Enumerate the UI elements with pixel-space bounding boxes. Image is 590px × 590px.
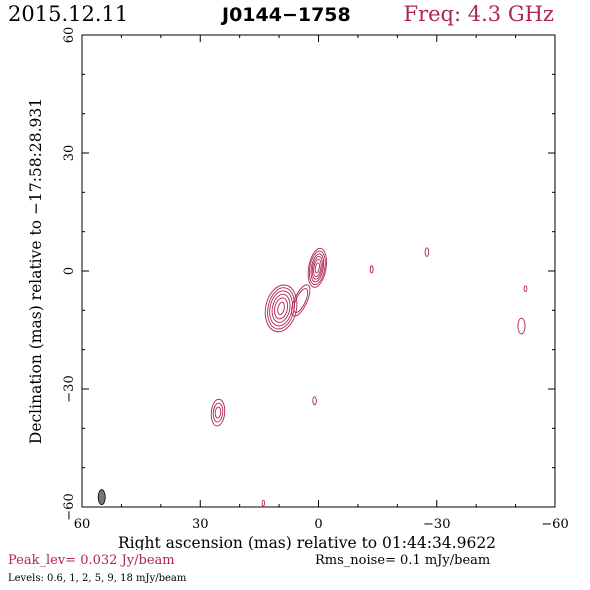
- x-tick-label: 60: [74, 517, 91, 532]
- source-name: J0144−1758: [222, 4, 351, 26]
- frequency-label: Freq: 4.3 GHz: [404, 2, 554, 26]
- contour-blob-b: [369, 265, 374, 274]
- contour-levels-values: 0.6, 1, 2, 5, 9, 18 mJy/beam: [47, 573, 187, 584]
- epoch-date: 2015.12.11: [8, 2, 129, 26]
- y-axis-label: Declination (mas) relative to −17:58:28.…: [27, 98, 45, 444]
- contour-jet-inner: [277, 301, 285, 316]
- contour-blob-a: [424, 247, 430, 257]
- contour-jet-inner: [264, 284, 298, 333]
- contour-jet-inner: [267, 287, 295, 330]
- contour-core: [308, 250, 326, 286]
- contour-blob-c: [517, 317, 526, 335]
- y-tick-label: −60: [62, 493, 77, 520]
- contour-core: [311, 256, 323, 280]
- rms-noise-value: 0.1 mJy/beam: [400, 553, 491, 568]
- contour-core: [310, 253, 325, 283]
- x-tick-label: −30: [423, 517, 450, 532]
- contour-jet-outer: [212, 402, 224, 423]
- rms-noise: Rms_noise= 0.1 mJy/beam: [315, 553, 490, 568]
- y-tick-label: −30: [62, 375, 77, 402]
- contour-jet-inner: [274, 297, 289, 320]
- contour-core: [313, 258, 322, 277]
- beam-ellipse: [97, 489, 106, 506]
- contour-core: [307, 247, 327, 288]
- contour-jet-outer: [214, 406, 222, 419]
- x-tick-label: −60: [541, 517, 568, 532]
- peak-level-value: 0.032 Jy/beam: [80, 553, 175, 568]
- y-tick-label: 0: [62, 267, 77, 275]
- contour-levels: Levels: 0.6, 1, 2, 5, 9, 18 mJy/beam: [8, 573, 186, 584]
- x-tick-label: 0: [314, 517, 322, 532]
- y-tick-label: 30: [62, 145, 77, 162]
- contour-map: 60 30 0 −30 −60 −60 −30 0 30 60 Right ascension (…: [27, 27, 569, 550]
- contour-jet-inner: [271, 293, 291, 323]
- beam-shape: [97, 489, 106, 506]
- contour-lines: [210, 247, 528, 507]
- axis-ticks: 60 30 0 −30 −60 −60 −30 0 30 60: [62, 27, 569, 532]
- contour-blob-e: [312, 396, 317, 406]
- contour-jet-knot: [293, 288, 309, 313]
- contour-jet-outer: [210, 398, 226, 427]
- y-tick-label: 60: [62, 27, 77, 44]
- contour-blob-f: [261, 499, 265, 507]
- contour-core: [314, 262, 320, 274]
- frequency-value: 4.3 GHz: [467, 2, 554, 26]
- contour-blob-d: [523, 285, 528, 292]
- rms-noise-label: Rms_noise=: [315, 553, 396, 568]
- peak-level: Peak_lev= 0.032 Jy/beam: [8, 553, 175, 568]
- x-axis-label: Right ascension (mas) relative to 01:44:…: [118, 534, 496, 550]
- contour-levels-label: Levels:: [8, 573, 44, 584]
- contour-jet-knot: [291, 284, 311, 317]
- peak-level-label: Peak_lev=: [8, 553, 77, 568]
- x-tick-label: 30: [192, 517, 209, 532]
- frequency-label-text: Freq:: [403, 2, 462, 26]
